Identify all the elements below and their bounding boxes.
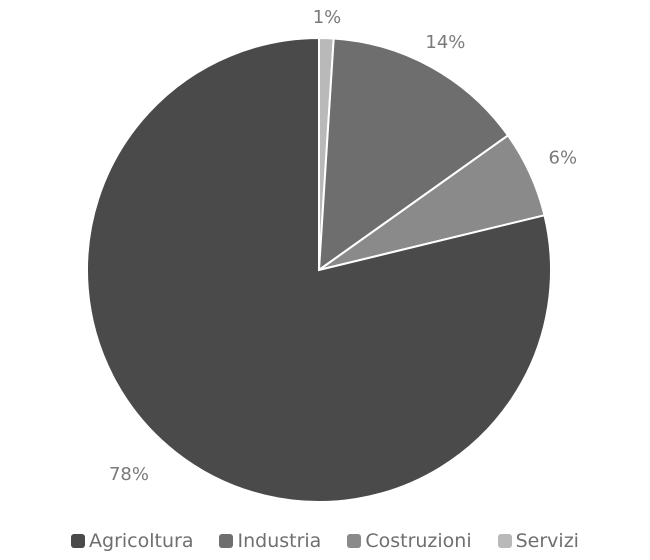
slice-agricoltura	[86, 36, 552, 503]
data-label-costruzioni: 6%	[549, 148, 578, 169]
slice-industria	[317, 37, 510, 273]
legend-item-costruzioni: Costruzioni	[347, 530, 472, 552]
legend-label-agricoltura: Agricoltura	[89, 530, 194, 552]
legend: Agricoltura Industria Costruzioni Serviz…	[0, 526, 650, 556]
legend-label-industria: Industria	[237, 530, 322, 552]
legend-item-industria: Industria	[219, 530, 321, 552]
legend-swatch-servizi	[497, 534, 512, 548]
data-label-industria: 14%	[425, 32, 465, 53]
data-label-agricoltura: 78%	[109, 464, 149, 485]
legend-swatch-industria	[219, 534, 234, 548]
legend-label-servizi: Servizi	[515, 530, 579, 552]
legend-label-costruzioni: Costruzioni	[365, 530, 472, 552]
legend-swatch-agricoltura	[71, 534, 86, 548]
legend-swatch-costruzioni	[347, 534, 362, 548]
legend-item-agricoltura: Agricoltura	[71, 530, 193, 552]
pie-svg: 1% 14% 6% 78%	[86, 7, 578, 503]
legend-item-servizi: Servizi	[497, 530, 579, 552]
data-label-servizi: 1%	[313, 7, 342, 28]
